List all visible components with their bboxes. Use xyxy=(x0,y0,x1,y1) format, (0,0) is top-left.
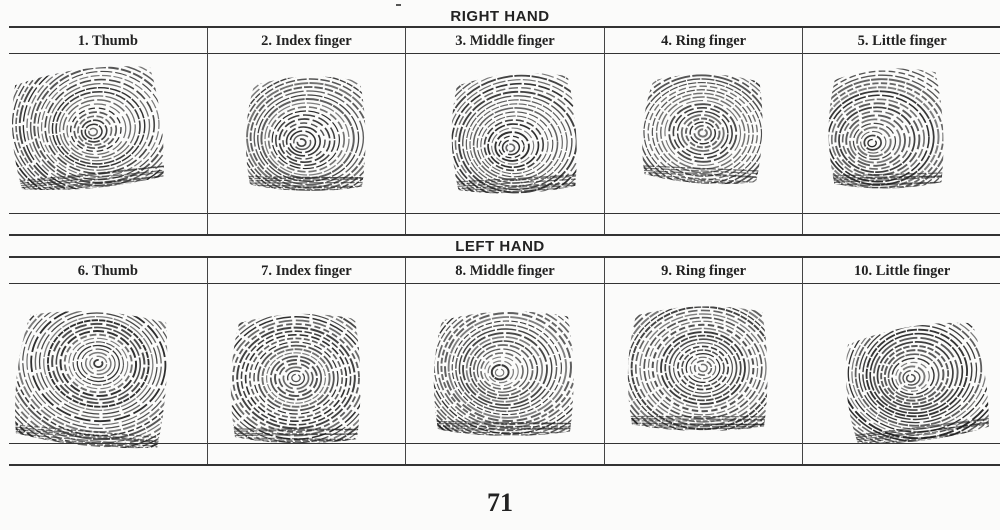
fingerprint-cell-9: 9. Ring finger xyxy=(604,258,804,464)
finger-label: 9. Ring finger xyxy=(661,263,747,279)
fingerprint-ridges xyxy=(245,76,366,192)
fingerprint-impression xyxy=(7,283,207,473)
stray-ink-mark xyxy=(396,4,401,6)
fingerprint-ridges xyxy=(826,66,946,191)
fingerprint-cell-1: 1. Thumb xyxy=(7,28,208,234)
fingerprint-cell-5: 5. Little finger xyxy=(803,28,1000,234)
bottom-rule xyxy=(9,443,207,444)
finger-label: 10. Little finger xyxy=(854,263,951,279)
finger-label: 7. Index finger xyxy=(261,263,352,279)
fingerprint-impression xyxy=(603,53,803,243)
label-divider xyxy=(207,283,406,284)
label-divider xyxy=(207,53,406,54)
finger-label: 5. Little finger xyxy=(857,33,947,49)
fingerprint-cell-10: 10. Little finger xyxy=(803,258,1000,464)
right-hand-title: RIGHT HAND xyxy=(450,8,550,25)
finger-label: 8. Middle finger xyxy=(455,263,555,279)
label-divider xyxy=(803,283,1000,284)
fingerprint-ridges xyxy=(434,311,574,437)
fingerprint-impression xyxy=(801,53,1000,243)
label-divider xyxy=(9,283,207,284)
fingerprint-ridges xyxy=(639,70,766,187)
left-hand-title: LEFT HAND xyxy=(455,238,545,255)
left-hand-card: 6. Thumb 7. Index finger 8. Middle finge… xyxy=(9,256,1000,466)
finger-label: 6. Thumb xyxy=(77,263,138,279)
fingerprint-impression xyxy=(404,53,604,243)
bottom-rule xyxy=(207,213,406,214)
bottom-rule xyxy=(604,213,803,214)
fingerprint-ridges xyxy=(11,305,173,453)
fingerprint-cell-4: 4. Ring finger xyxy=(604,28,804,234)
label-divider xyxy=(803,53,1000,54)
finger-label: 1. Thumb xyxy=(77,33,138,49)
bottom-rule xyxy=(803,213,1000,214)
bottom-rule xyxy=(604,443,803,444)
label-divider xyxy=(406,283,604,284)
fingerprint-ridges xyxy=(839,317,994,451)
fingerprint-cell-8: 8. Middle finger xyxy=(406,258,605,464)
fingerprint-ridges xyxy=(627,306,768,432)
fingerprint-ridges xyxy=(230,313,361,444)
fingerprint-cell-7: 7. Index finger xyxy=(207,258,407,464)
label-divider xyxy=(604,53,803,54)
page-number: 71 xyxy=(487,488,513,517)
fingerprint-impression xyxy=(7,53,207,243)
bottom-rule xyxy=(207,443,406,444)
bottom-rule xyxy=(406,213,604,214)
fingerprint-cell-3: 3. Middle finger xyxy=(406,28,605,234)
fingerprint-impression xyxy=(404,283,604,473)
fingerprint-cell-2: 2. Index finger xyxy=(207,28,407,234)
bottom-rule xyxy=(406,443,604,444)
fingerprint-impression xyxy=(206,283,406,473)
finger-label: 3. Middle finger xyxy=(455,33,555,49)
fingerprint-ridges xyxy=(448,70,580,197)
label-divider xyxy=(604,283,803,284)
label-divider xyxy=(9,53,207,54)
bottom-rule xyxy=(9,213,207,214)
fingerprint-impression xyxy=(206,53,406,243)
bottom-rule xyxy=(803,443,1000,444)
fingerprint-impression xyxy=(603,283,803,473)
label-divider xyxy=(406,53,604,54)
fingerprint-ridges xyxy=(7,61,168,197)
right-hand-card: 1. Thumb 2. Index finger 3. Middle finge… xyxy=(7,26,1000,236)
finger-label: 2. Index finger xyxy=(261,33,352,49)
finger-label: 4. Ring finger xyxy=(661,33,747,49)
fingerprint-impression xyxy=(801,283,1000,473)
fingerprint-cell-6: 6. Thumb xyxy=(9,258,208,464)
